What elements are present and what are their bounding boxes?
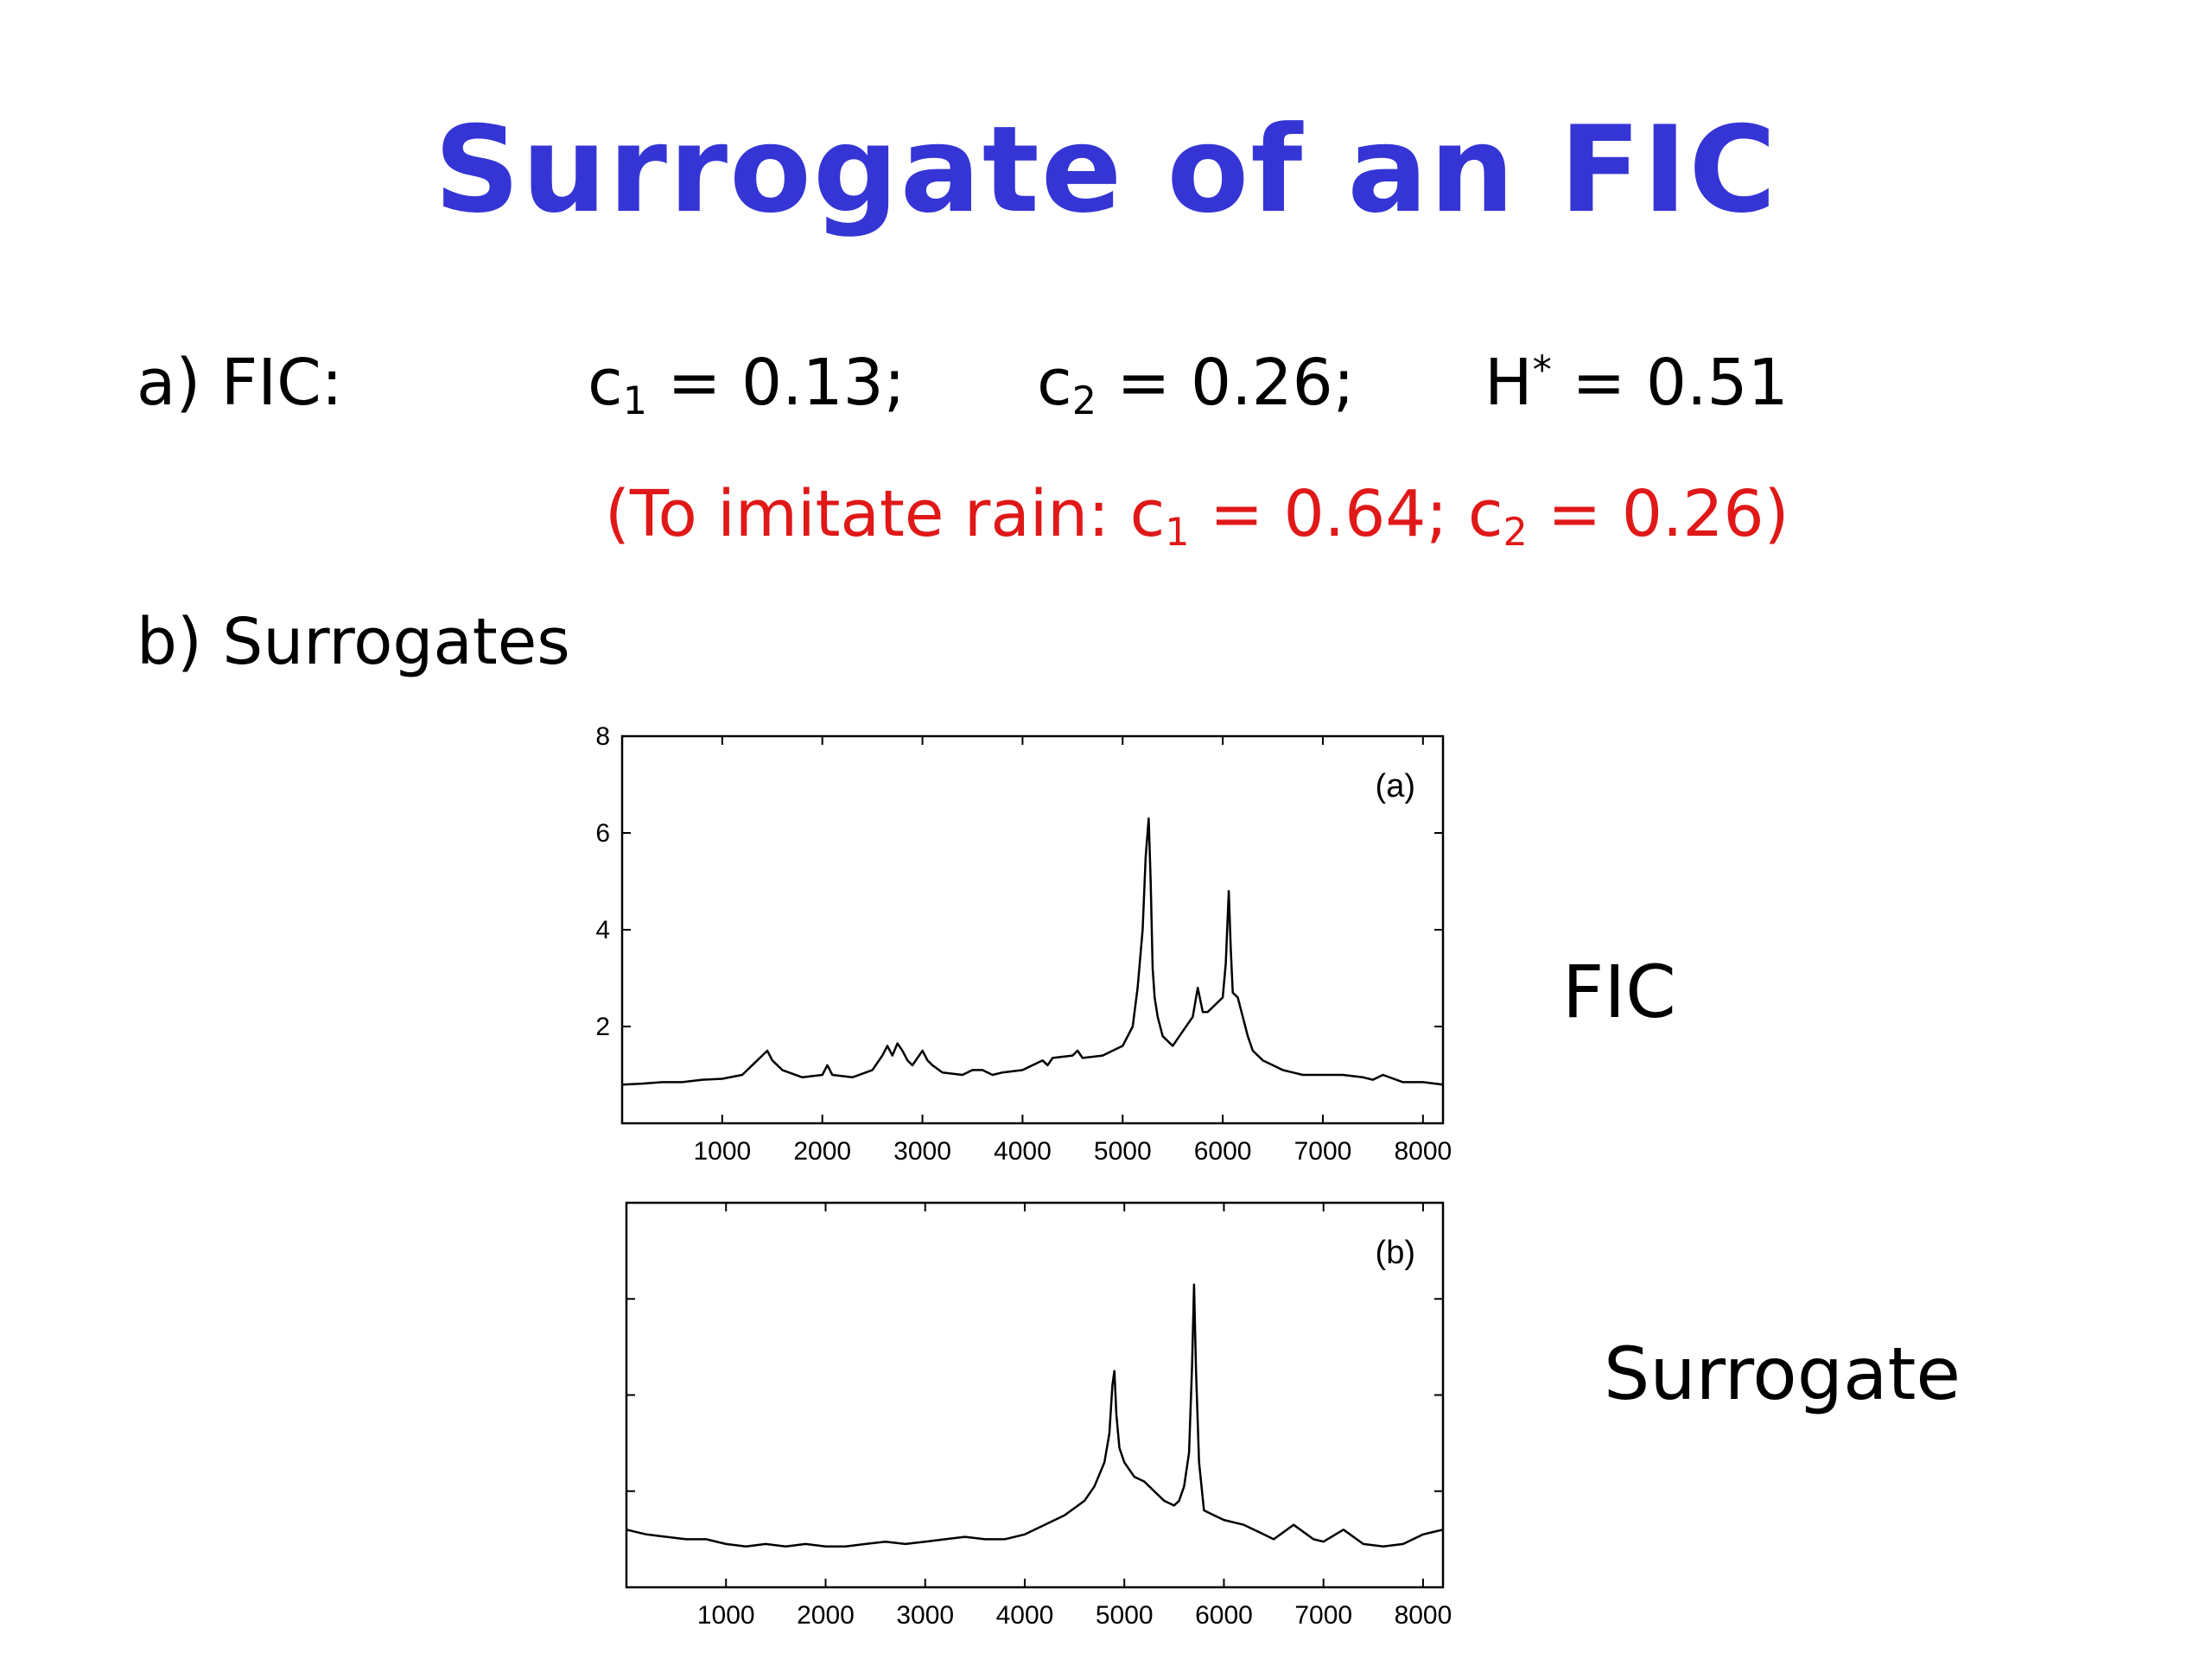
x-tick-label: 6000 <box>1194 1137 1252 1166</box>
h-equation: H* = 0.51 <box>1484 351 1789 415</box>
c1-subscript: 1 <box>622 379 647 424</box>
series-line <box>626 1283 1444 1548</box>
y-tick-label: 6 <box>595 819 610 848</box>
fic-panel-label: FIC <box>1562 950 1676 1034</box>
c1-symbol: c <box>588 346 623 420</box>
x-tick-label: 5000 <box>1094 1137 1152 1166</box>
line-b-label: b) Surrogates <box>137 605 570 679</box>
c1-value: = 0.13; <box>646 346 906 420</box>
rain-c1-subscript: 1 <box>1165 511 1190 556</box>
c2-subscript: 2 <box>1071 379 1096 424</box>
slide-title: Surrogate of an FIC <box>434 100 1778 239</box>
h-superscript: * <box>1532 348 1552 393</box>
x-tick-label: 1000 <box>697 1601 755 1630</box>
rain-c1-symbol: c <box>1129 477 1166 551</box>
chart-panel-b: 1000 2000 3000 4000 5000 6000 7000 8000 (b) <box>625 1201 1452 1630</box>
x-tick-label: 8000 <box>1395 1601 1452 1630</box>
rain-note: (To imitate rain: c1 = 0.64; c2 = 0.26) <box>605 482 1789 553</box>
y-tick-label: 8 <box>595 722 610 751</box>
rain-c2-symbol: c <box>1467 477 1503 551</box>
y-tick-label: 4 <box>595 916 610 944</box>
rain-note-open: (To imitate rain: <box>605 477 1130 551</box>
c2-symbol: c <box>1037 346 1072 420</box>
h-value: = 0.51 <box>1551 346 1789 420</box>
surrogate-panel-label: Surrogate <box>1604 1332 1961 1416</box>
panel-label: (b) <box>1376 1235 1415 1271</box>
chart-panel-a: 1000 2000 3000 4000 5000 6000 7000 8000 2 4 6 8 (a) <box>595 722 1452 1166</box>
rain-c1-value: = 0.64; <box>1189 477 1468 551</box>
line-a-label: a) FIC: <box>137 346 343 420</box>
rain-c2-value: = 0.26) <box>1527 477 1789 551</box>
y-tick-label: 2 <box>595 1013 610 1041</box>
h-symbol: H <box>1484 346 1533 420</box>
panel-label: (a) <box>1376 768 1415 804</box>
x-tick-label: 5000 <box>1096 1601 1154 1630</box>
x-tick-label: 3000 <box>893 1137 951 1166</box>
c2-equation: c2 = 0.26; <box>1037 351 1355 422</box>
x-tick-label: 2000 <box>797 1601 855 1630</box>
x-tick-label: 1000 <box>693 1137 751 1166</box>
c2-value: = 0.26; <box>1096 346 1355 420</box>
x-tick-label: 7000 <box>1294 1137 1352 1166</box>
x-tick-label: 4000 <box>996 1601 1054 1630</box>
x-tick-label: 8000 <box>1394 1137 1452 1166</box>
x-tick-label: 4000 <box>994 1137 1052 1166</box>
x-tick-label: 6000 <box>1195 1601 1253 1630</box>
x-tick-label: 7000 <box>1294 1601 1352 1630</box>
rain-c2-subscript: 2 <box>1503 511 1528 556</box>
series-line <box>621 817 1444 1086</box>
x-tick-label: 2000 <box>793 1137 851 1166</box>
c1-equation: c1 = 0.13; <box>588 351 906 422</box>
x-tick-label: 3000 <box>896 1601 954 1630</box>
